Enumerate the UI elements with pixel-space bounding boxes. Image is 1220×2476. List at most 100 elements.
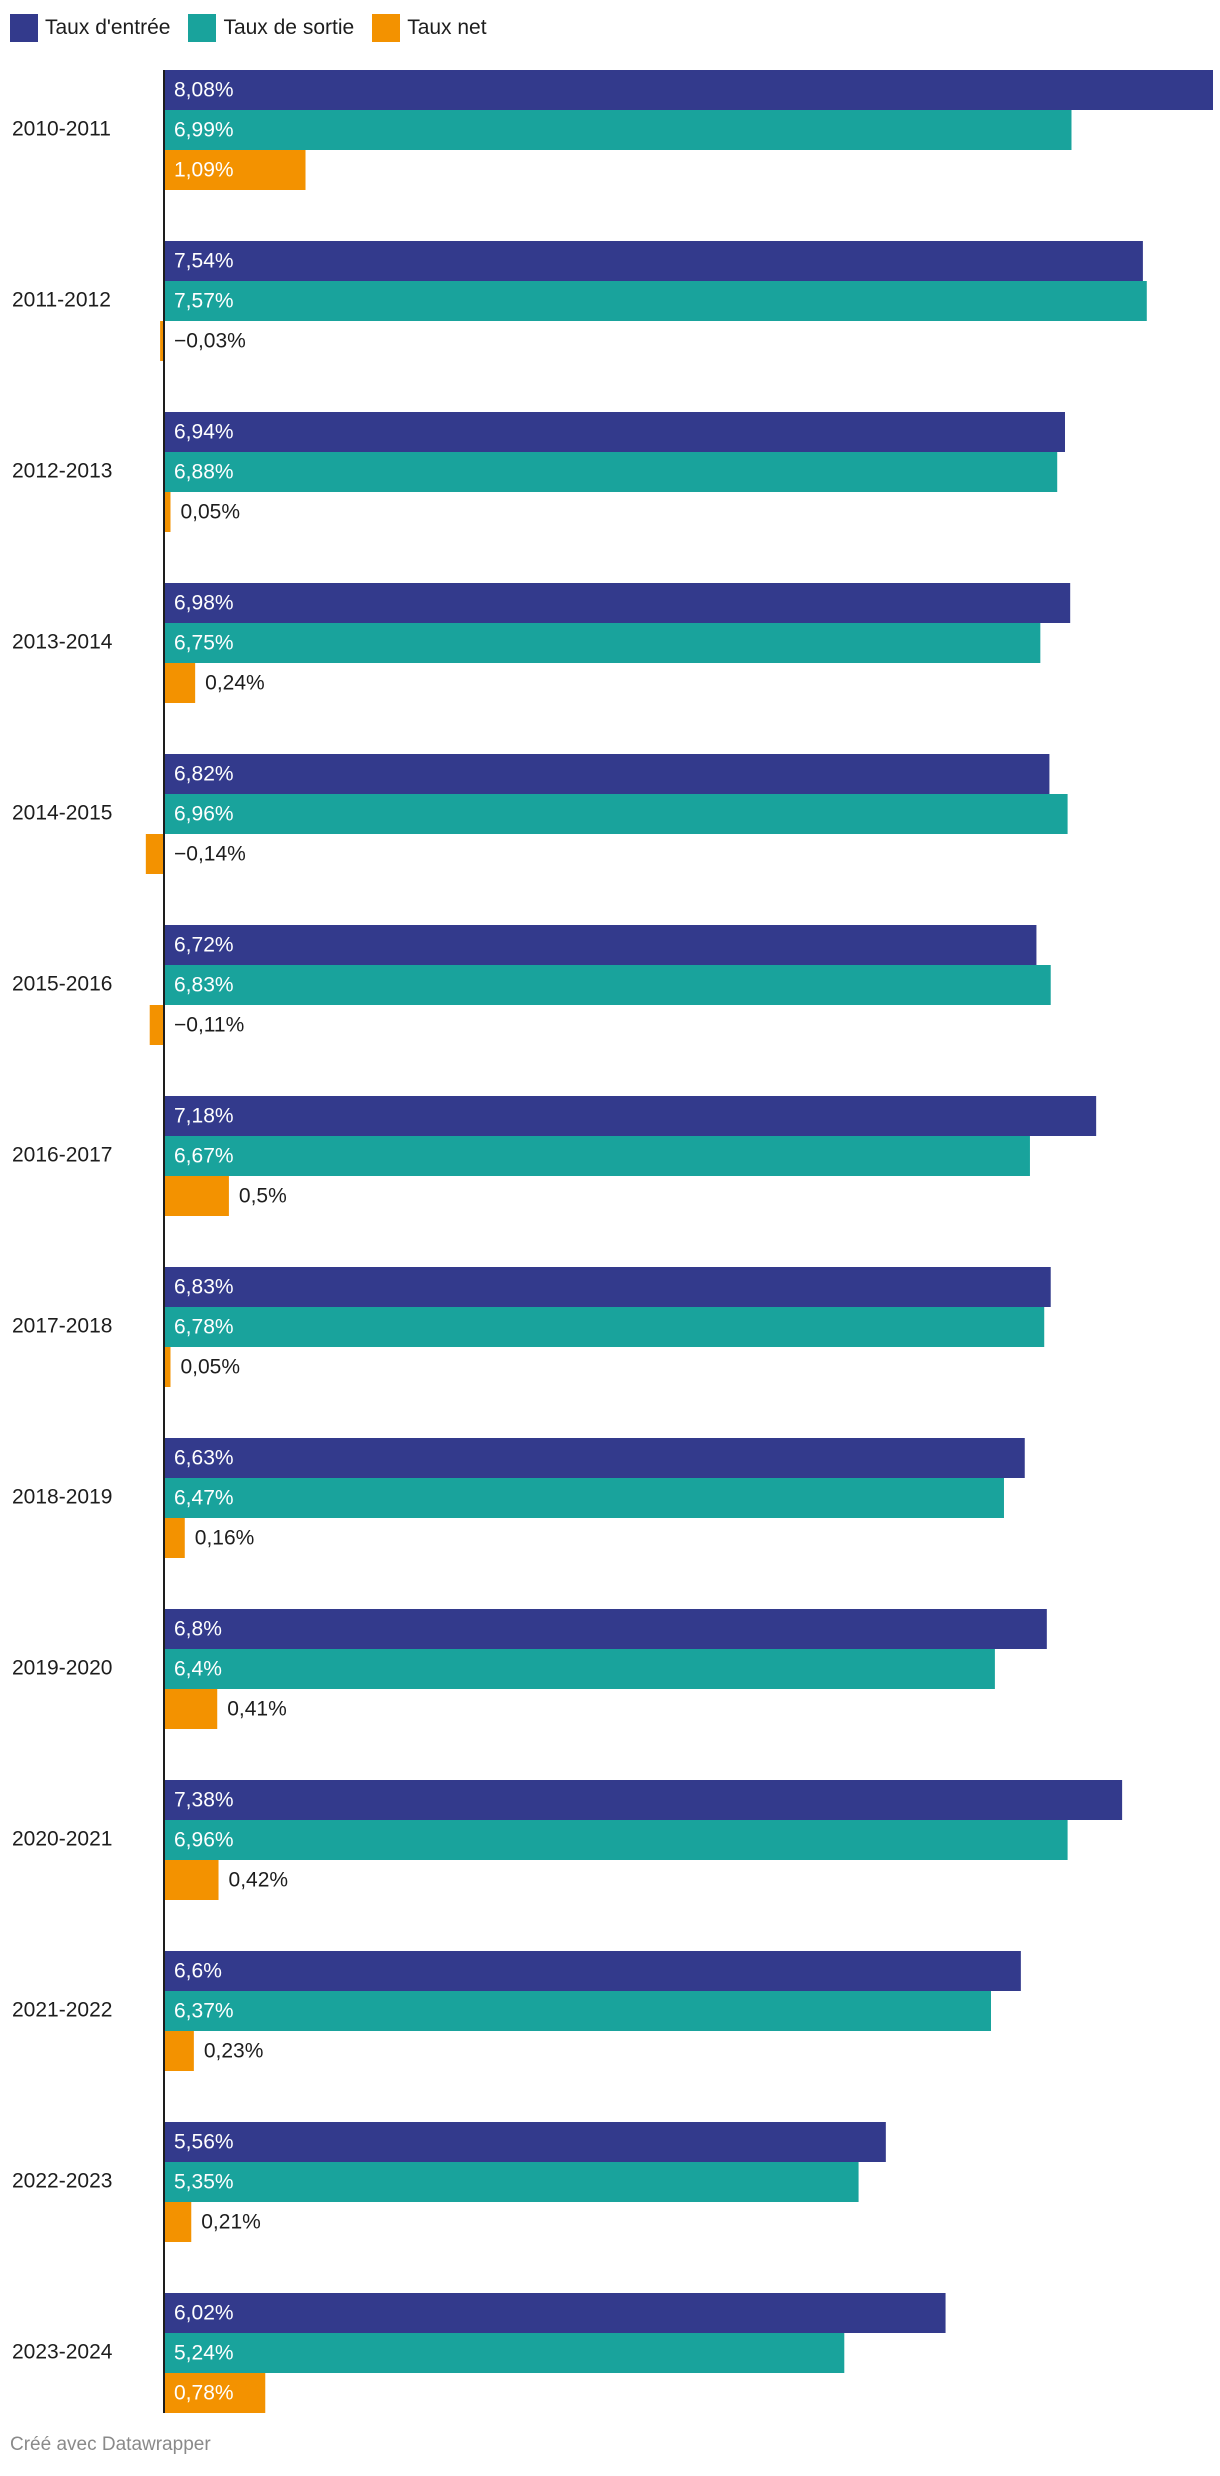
bar (145, 834, 164, 874)
category-label: 2014-2015 (12, 802, 112, 825)
category-label: 2023-2024 (12, 2341, 113, 2364)
bar (164, 2333, 845, 2373)
data-label: 7,57% (174, 290, 234, 313)
data-label: 0,05% (180, 1356, 240, 1379)
category-label: 2011-2012 (12, 289, 111, 312)
category-label: 2018-2019 (12, 1486, 112, 1509)
legend-label-sortie: Taux de sortie (223, 16, 355, 39)
legend-item-entree: Taux d'entrée (10, 14, 170, 42)
data-label: 5,24% (174, 2342, 234, 2365)
data-label: 6,67% (174, 1145, 234, 1168)
legend: Taux d'entrée Taux de sortie Taux net (10, 12, 505, 44)
legend-swatch-sortie (188, 14, 217, 42)
bar (149, 1005, 164, 1045)
category-label: 2022-2023 (12, 2170, 112, 2193)
legend-swatch-net (372, 14, 401, 42)
data-label: 6,98% (174, 592, 234, 615)
category-label: 2015-2016 (12, 973, 112, 996)
bar (164, 1438, 1025, 1478)
data-label: 6,6% (174, 1960, 222, 1983)
data-label: 6,63% (174, 1447, 234, 1470)
bar (164, 1609, 1047, 1649)
bar (164, 70, 1213, 110)
bar (164, 1649, 995, 1689)
data-label: 8,08% (174, 79, 234, 102)
bar (164, 1860, 219, 1900)
bar (164, 1780, 1123, 1820)
legend-label-entree: Taux d'entrée (45, 16, 171, 39)
data-label: 6,94% (174, 421, 234, 444)
data-label: 5,35% (174, 2171, 234, 2194)
data-label: 6,8% (174, 1618, 222, 1641)
bar (164, 452, 1058, 492)
data-label: 6,99% (174, 119, 234, 142)
data-label: 6,37% (174, 2000, 234, 2023)
data-label: 6,82% (174, 763, 234, 786)
bar (164, 1176, 229, 1216)
bar (164, 281, 1147, 321)
bar (164, 1951, 1021, 1991)
data-label: 5,56% (174, 2131, 234, 2154)
data-label: 7,54% (174, 250, 234, 273)
bar (164, 1518, 185, 1558)
category-label: 2010-2011 (12, 118, 111, 141)
legend-item-net: Taux net (372, 14, 487, 42)
bar (164, 1991, 991, 2031)
data-label: 6,83% (174, 974, 234, 997)
legend-item-sortie: Taux de sortie (188, 14, 354, 42)
bar (164, 2293, 946, 2333)
data-label: 6,02% (174, 2302, 234, 2325)
bar (164, 2202, 192, 2242)
bar (164, 1820, 1068, 1860)
data-label: 0,16% (195, 1527, 255, 1550)
bar (160, 321, 164, 361)
bar (164, 1096, 1097, 1136)
data-label: 6,75% (174, 632, 234, 655)
legend-swatch-entree (10, 14, 38, 42)
bar (164, 1689, 218, 1729)
footer-credit: Créé avec Datawrapper (10, 2434, 211, 2455)
bar (164, 241, 1143, 281)
data-label: 7,38% (174, 1789, 234, 1812)
data-label: 0,42% (229, 1869, 289, 1892)
bar (164, 794, 1068, 834)
data-label: 0,21% (201, 2211, 261, 2234)
bar (164, 1307, 1045, 1347)
data-label: −0,03% (174, 330, 246, 353)
category-label: 2021-2022 (12, 1999, 112, 2022)
data-label: 6,47% (174, 1487, 234, 1510)
bar (164, 663, 196, 703)
data-label: 6,4% (174, 1658, 222, 1681)
data-label: 0,78% (174, 2382, 234, 2405)
data-label: 0,23% (204, 2040, 264, 2063)
data-label: 1,09% (174, 159, 234, 182)
bar (164, 412, 1065, 452)
bar (164, 1136, 1030, 1176)
bar (164, 583, 1071, 623)
bar (164, 2122, 886, 2162)
bar (164, 1267, 1051, 1307)
data-label: 6,78% (174, 1316, 234, 1339)
data-label: 7,18% (174, 1105, 234, 1128)
data-label: 6,88% (174, 461, 234, 484)
data-label: 6,96% (174, 1829, 234, 1852)
bar (164, 2162, 859, 2202)
bar (164, 1478, 1004, 1518)
bar (164, 110, 1072, 150)
bar (164, 1347, 171, 1387)
data-label: 0,41% (227, 1698, 287, 1721)
bar (164, 754, 1050, 794)
bar (164, 2031, 194, 2071)
bar (164, 965, 1051, 1005)
bar (164, 2373, 266, 2413)
data-label: 0,5% (239, 1185, 287, 1208)
legend-label-net: Taux net (407, 16, 487, 39)
data-label: 6,96% (174, 803, 234, 826)
bar (164, 150, 306, 190)
data-label: 0,05% (180, 501, 240, 524)
category-label: 2017-2018 (12, 1315, 112, 1338)
bar (164, 925, 1037, 965)
category-label: 2012-2013 (12, 460, 112, 483)
data-label: −0,14% (174, 843, 246, 866)
